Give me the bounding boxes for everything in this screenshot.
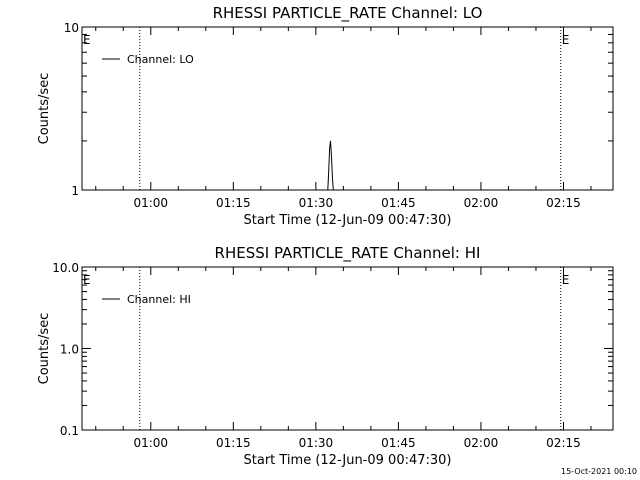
y-axis-label: Counts/sec [37, 73, 52, 145]
x-tick-label: 01:30 [299, 436, 334, 450]
chart-title: RHESSI PARTICLE_RATE Channel: LO [213, 4, 483, 23]
x-axis-label: Start Time (12-Jun-09 00:47:30) [244, 453, 452, 468]
time-marker-label: E [562, 33, 570, 47]
chart-title: RHESSI PARTICLE_RATE Channel: HI [215, 244, 481, 263]
x-tick-label: 01:00 [133, 196, 168, 210]
edge-marker-label: E [83, 273, 91, 287]
edge-marker-label: E [83, 33, 91, 47]
axes-frame [81, 266, 614, 431]
y-tick-label: 1 [71, 184, 79, 198]
y-tick-label: 10 [64, 21, 79, 35]
x-tick-label: 01:15 [216, 196, 251, 210]
x-axis-label: Start Time (12-Jun-09 00:47:30) [244, 213, 452, 228]
time-marker-label: E [562, 273, 570, 287]
footer-timestamp: 15-Oct-2021 00:10 [561, 467, 637, 476]
x-tick-label: 01:45 [381, 196, 416, 210]
hi-channel-plot: RHESSI PARTICLE_RATE Channel: HI 0.1 1.0 10… [37, 244, 614, 468]
y-axis-label: Counts/sec [37, 313, 52, 385]
y-tick-label: 10.0 [52, 261, 79, 275]
y-tick-label: 1.0 [60, 343, 79, 357]
x-tick-label: 01:45 [381, 436, 416, 450]
x-tick-label: 02:00 [464, 196, 499, 210]
x-tick-label: 02:15 [546, 196, 581, 210]
x-tick-label: 01:15 [216, 436, 251, 450]
legend-label: Channel: HI [127, 293, 191, 306]
y-tick-label: 0.1 [60, 424, 79, 438]
axes-frame [81, 26, 614, 191]
x-tick-label: 02:00 [464, 436, 499, 450]
series-line [327, 140, 334, 191]
x-tick-label: 02:15 [546, 436, 581, 450]
lo-channel-plot: RHESSI PARTICLE_RATE Channel: LO 1 10 01:00… [37, 4, 614, 228]
x-tick-label: 01:00 [133, 436, 168, 450]
legend-label: Channel: LO [127, 53, 194, 66]
x-tick-label: 01:30 [299, 196, 334, 210]
